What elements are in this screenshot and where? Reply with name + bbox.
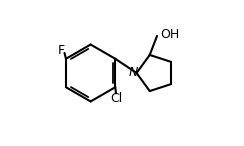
Text: N: N — [128, 66, 138, 80]
Text: Cl: Cl — [111, 92, 123, 105]
Text: F: F — [58, 44, 65, 57]
Text: OH: OH — [161, 28, 180, 41]
